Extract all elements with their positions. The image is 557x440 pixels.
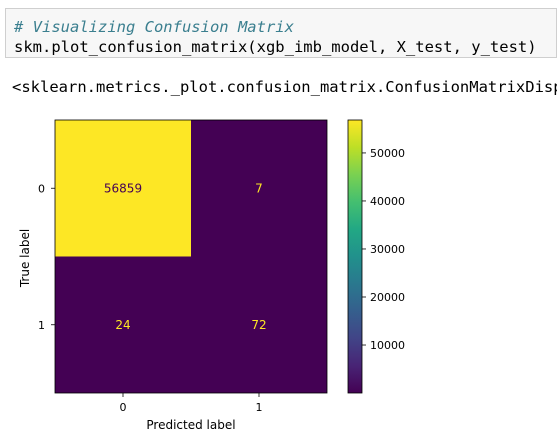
- code-line: skm.plot_confusion_matrix(xgb_imb_model,…: [14, 38, 537, 56]
- colorbar-tick-label: 40000: [370, 195, 405, 208]
- matrix-cell-1-0: [55, 256, 191, 393]
- colorbar-tick-label: 50000: [370, 147, 405, 160]
- y-tick-label: 0: [38, 182, 45, 195]
- matrix-value-1-0: 24: [115, 318, 130, 332]
- matrix-cell-0-0: [55, 120, 191, 257]
- axes-group: 0 1 0 1: [38, 119, 328, 414]
- colorbar-tick-label: 10000: [370, 339, 405, 352]
- axes-frame: [54, 119, 328, 394]
- y-axis-label: True label: [18, 229, 32, 288]
- matrix-value-0-1: 7: [255, 181, 263, 195]
- matrix-cell-1-1: [191, 256, 327, 393]
- colorbar-tick-label: 20000: [370, 291, 405, 304]
- matrix-group: 56859 7 24 72: [55, 120, 327, 393]
- x-tick-label: 1: [256, 401, 263, 414]
- matrix-cell-0-1: [191, 120, 327, 257]
- cell-output-text: <sklearn.metrics._plot.confusion_matrix.…: [12, 78, 557, 96]
- code-comment: # Visualizing Confusion Matrix: [14, 18, 294, 36]
- matrix-value-0-0: 56859: [104, 181, 142, 195]
- matrix-value-1-1: 72: [251, 318, 266, 332]
- colorbar-tick-label: 30000: [370, 243, 405, 256]
- colorbar-group: 10000 20000 30000 40000 50000: [347, 119, 405, 394]
- x-axis-label: Predicted label: [146, 418, 235, 432]
- x-tick-label: 0: [120, 401, 127, 414]
- code-cell[interactable]: # Visualizing Confusion Matrix skm.plot_…: [5, 8, 557, 58]
- colorbar: [347, 119, 363, 394]
- y-tick-label: 1: [38, 319, 45, 332]
